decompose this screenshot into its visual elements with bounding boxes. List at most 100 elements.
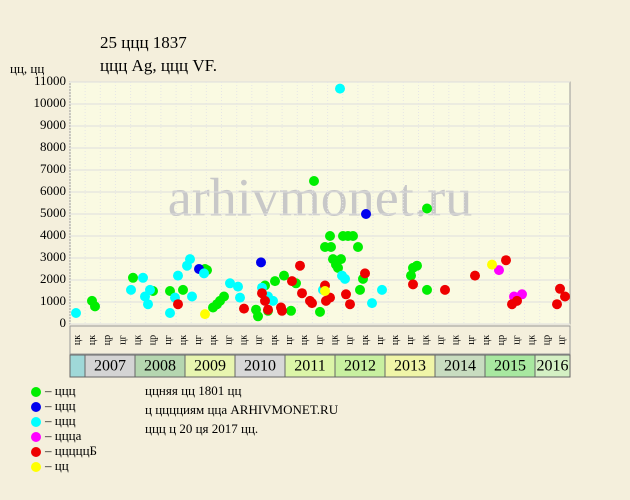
point: [361, 209, 371, 219]
point: [309, 176, 319, 186]
y-tick-label: 5000: [40, 205, 66, 220]
point: [286, 305, 296, 316]
period-label: цк: [72, 335, 83, 345]
period-label: цг: [436, 335, 447, 344]
point: [555, 283, 565, 294]
period-row: [69, 325, 571, 355]
legend-label: – ццц: [44, 398, 76, 413]
point: [552, 299, 562, 310]
point: [470, 270, 480, 281]
year-label: 2008: [144, 358, 176, 375]
year-start-cell: [69, 354, 86, 378]
point: [143, 299, 153, 310]
point: [336, 254, 346, 265]
year-cell: [534, 354, 571, 378]
period-label: цг: [193, 335, 204, 344]
legend-marker: [31, 432, 41, 442]
period-label: цк: [526, 335, 537, 345]
point: [340, 273, 350, 284]
note: ццц ц 20 ця 2017 цц.: [145, 421, 258, 436]
period-label: цк: [208, 335, 219, 345]
point: [145, 284, 155, 295]
y-tick-label: 10000: [34, 95, 67, 110]
period-label: цк: [178, 335, 189, 345]
year-label: 2013: [394, 358, 426, 375]
period-label: цг: [405, 335, 416, 344]
point: [295, 260, 305, 271]
point: [353, 242, 363, 252]
point: [256, 257, 266, 268]
period-label: цг: [511, 335, 522, 344]
period-label: цг: [466, 335, 477, 344]
point: [257, 288, 267, 299]
point: [233, 281, 243, 292]
y-tick-label: 8000: [40, 139, 66, 154]
point: [494, 265, 504, 276]
point: [270, 276, 280, 287]
point: [367, 298, 377, 309]
legend-marker: [31, 402, 41, 412]
point: [297, 288, 307, 299]
point: [165, 308, 175, 318]
point: [71, 308, 81, 318]
point: [225, 278, 235, 289]
year-label: 2012: [344, 358, 376, 375]
point: [219, 291, 229, 302]
point: [268, 295, 278, 306]
y-tick-label: 6000: [40, 183, 66, 198]
y-tick-label: 7000: [40, 161, 66, 176]
point: [560, 291, 570, 302]
point: [253, 311, 263, 322]
period-label: цк: [360, 335, 371, 345]
point: [341, 289, 351, 300]
chart-subtitle: ццц Ag, ццц VF.: [100, 56, 217, 75]
period-label: цк: [299, 335, 310, 345]
point: [187, 291, 197, 302]
period-label: цк: [329, 335, 340, 345]
point: [307, 298, 317, 309]
period-label: цк: [481, 335, 492, 345]
point: [360, 268, 370, 279]
note: ццняя цц 1801 цц: [145, 383, 241, 398]
legend-label: – ццц: [44, 413, 76, 428]
point: [199, 268, 209, 279]
y-tick-label: 4000: [40, 227, 66, 242]
point: [422, 203, 432, 214]
point: [326, 242, 336, 252]
point: [277, 305, 287, 316]
point: [200, 309, 210, 320]
point: [178, 284, 188, 295]
legend-label: – ццц: [44, 383, 76, 398]
year-label: 2016: [537, 358, 569, 375]
point: [348, 231, 358, 241]
point: [512, 295, 522, 306]
period-label: цк: [420, 335, 431, 345]
period-label: цг: [314, 335, 325, 344]
point: [235, 292, 245, 303]
y-tick-label: 9000: [40, 117, 66, 132]
period-label: цг: [284, 335, 295, 344]
watermark: arhivmonet.ru: [168, 167, 472, 227]
year-label: 2007: [94, 358, 126, 375]
point: [406, 270, 416, 281]
point: [325, 231, 335, 241]
point: [408, 279, 418, 290]
period-label: цг: [345, 335, 356, 344]
note: ц цццциям цца ARHIVMONET.RU: [145, 402, 339, 417]
period-label: цр: [102, 335, 113, 345]
period-label: цк: [390, 335, 401, 345]
point: [412, 260, 422, 271]
period-label: цг: [117, 335, 128, 344]
period-label: цр: [542, 335, 553, 345]
legend-marker: [31, 417, 41, 427]
legend-marker: [31, 387, 41, 397]
period-label: цк: [239, 335, 250, 345]
point: [260, 295, 270, 306]
point: [90, 301, 100, 312]
point: [501, 255, 511, 266]
chart-title: 25 ццц 1837: [100, 33, 187, 52]
y-tick-label: 3000: [40, 249, 66, 264]
point: [185, 254, 195, 265]
point: [173, 270, 183, 281]
